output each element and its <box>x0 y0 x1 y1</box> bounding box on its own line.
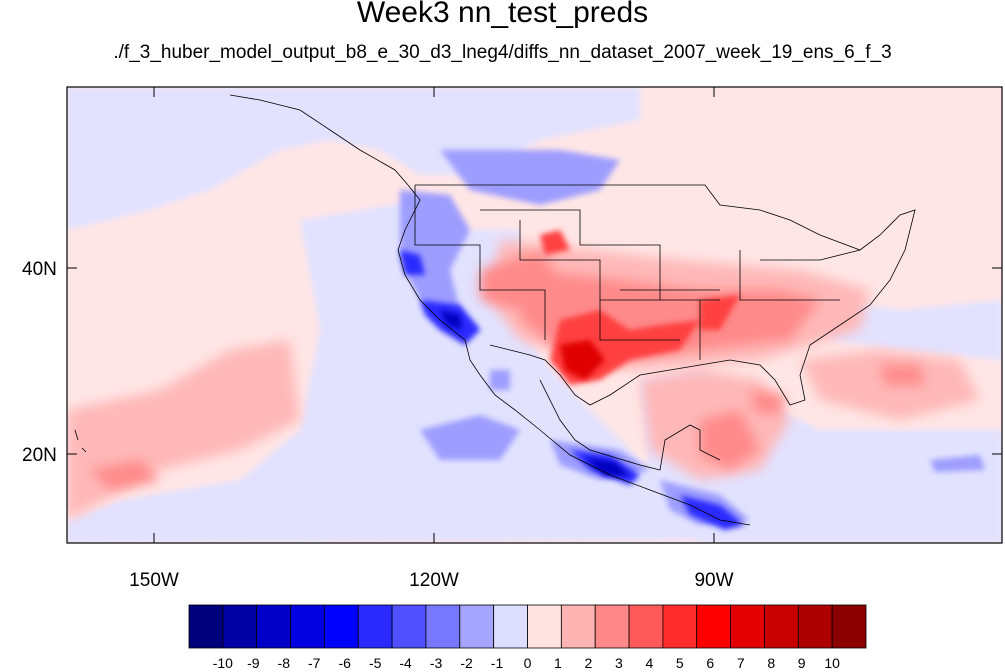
map-title: Week3 nn_test_preds <box>356 0 649 29</box>
map-frame <box>66 86 1003 544</box>
colorbar-swatch <box>290 604 325 649</box>
colorbar-label: -7 <box>308 655 321 671</box>
colorbar-swatch <box>459 604 495 649</box>
colorbar-swatch <box>831 604 867 649</box>
map-subtitle: ./f_3_huber_model_output_b8_e_30_d3_lneg… <box>113 42 892 63</box>
colorbar-label: -4 <box>399 655 412 671</box>
colorbar-label: -10 <box>212 655 233 671</box>
colorbar-swatch <box>662 604 698 649</box>
colorbar-label: 3 <box>614 655 623 671</box>
colorbar-label: -3 <box>429 655 443 671</box>
lon-label-90w: 90W <box>694 570 734 591</box>
lon-label-150w: 150W <box>129 570 179 591</box>
colorbar-label: 1 <box>554 655 562 671</box>
colorbar-label: 6 <box>706 655 715 671</box>
colorbar-swatch <box>357 604 393 649</box>
colorbar-label: -2 <box>460 655 473 671</box>
axis-ticks <box>67 87 1002 543</box>
medium-blue-regions <box>400 150 985 525</box>
colorbar-label: 0 <box>523 655 532 671</box>
deepest-blue-core <box>440 310 630 476</box>
colorbar-swatch <box>560 604 596 649</box>
lat-label-20n: 20N <box>22 445 57 466</box>
colorbar-swatch <box>730 604 765 649</box>
colorbar-swatch <box>425 604 461 649</box>
colorbar-label: -8 <box>277 655 290 671</box>
colorbar-label: -9 <box>247 655 260 671</box>
colorbar-swatch <box>391 604 427 649</box>
colorbar-label: 10 <box>824 655 840 671</box>
medium-red-regions <box>90 250 925 490</box>
colorbar-label: 4 <box>645 655 654 671</box>
deep-red-core <box>560 340 605 380</box>
colorbar-label: -6 <box>338 655 351 671</box>
colorbar-swatch <box>222 604 258 649</box>
colorbar-swatch <box>323 604 359 649</box>
colorbar-label: -1 <box>490 655 504 671</box>
colorbar-label: 9 <box>797 655 806 671</box>
colorbar-swatch <box>628 604 664 649</box>
colorbar-label: 8 <box>767 655 776 671</box>
colorbar-swatch <box>696 604 731 649</box>
anomaly-field <box>67 87 1002 543</box>
colorbar <box>188 604 867 649</box>
lon-label-120w: 120W <box>409 570 459 591</box>
colorbar-swatch <box>493 604 528 649</box>
colorbar-swatch <box>797 604 833 649</box>
colorbar-label: 7 <box>736 655 745 671</box>
colorbar-label: 2 <box>584 655 593 671</box>
colorbar-label: 5 <box>675 655 684 671</box>
colorbar-swatch <box>256 604 291 649</box>
lat-label-40n: 40N <box>22 259 57 280</box>
colorbar-swatch <box>527 604 562 649</box>
colorbar-label: -5 <box>368 655 382 671</box>
colorbar-swatch <box>188 604 224 649</box>
colorbar-swatch <box>764 604 799 649</box>
coastlines-and-borders <box>74 94 916 526</box>
colorbar-swatch <box>594 604 630 649</box>
